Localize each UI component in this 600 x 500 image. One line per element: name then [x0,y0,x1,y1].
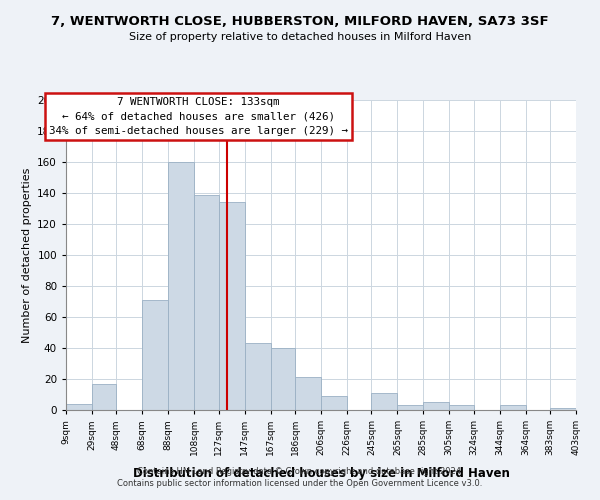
Bar [168,162,194,410]
Bar [397,406,423,410]
Bar [142,300,168,410]
Text: Contains HM Land Registry data © Crown copyright and database right 2024.: Contains HM Land Registry data © Crown c… [137,467,463,476]
Text: 7, WENTWORTH CLOSE, HUBBERSTON, MILFORD HAVEN, SA73 3SF: 7, WENTWORTH CLOSE, HUBBERSTON, MILFORD … [51,15,549,28]
Bar [371,393,397,410]
Bar [500,406,526,410]
Bar [321,396,347,410]
Bar [295,378,321,410]
Text: Size of property relative to detached houses in Milford Haven: Size of property relative to detached ho… [129,32,471,42]
Bar [550,408,576,410]
Text: Contains public sector information licensed under the Open Government Licence v3: Contains public sector information licen… [118,478,482,488]
Text: 7 WENTWORTH CLOSE: 133sqm
← 64% of detached houses are smaller (426)
34% of semi: 7 WENTWORTH CLOSE: 133sqm ← 64% of detac… [49,97,348,136]
Bar [449,406,474,410]
X-axis label: Distribution of detached houses by size in Milford Haven: Distribution of detached houses by size … [133,466,509,479]
Bar [194,194,219,410]
Bar [219,202,245,410]
Bar [245,344,271,410]
Bar [423,402,449,410]
Y-axis label: Number of detached properties: Number of detached properties [22,168,32,342]
Bar [92,384,116,410]
Bar [271,348,295,410]
Bar [66,404,92,410]
